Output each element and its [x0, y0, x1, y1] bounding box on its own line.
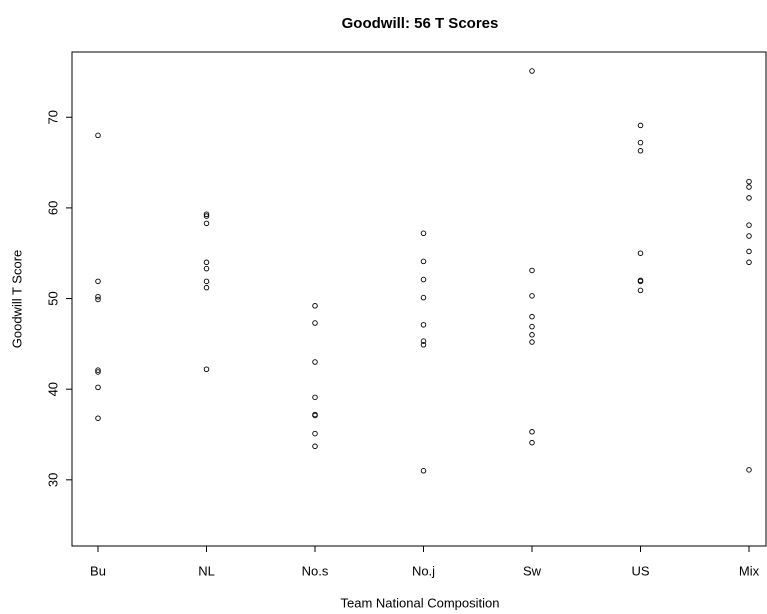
y-tick-label: 30 — [45, 473, 60, 487]
point — [637, 287, 644, 294]
x-tick-label: Bu — [90, 563, 106, 578]
y-axis-label: Goodwill T Score — [9, 250, 24, 349]
point — [312, 303, 318, 309]
point — [637, 122, 644, 129]
y-tick-label: 60 — [45, 201, 60, 215]
y-tick-label: 40 — [45, 382, 60, 396]
point — [95, 132, 101, 139]
point — [746, 195, 752, 201]
point — [637, 250, 644, 256]
point — [203, 278, 210, 285]
point — [746, 233, 752, 239]
point — [420, 230, 427, 237]
point — [95, 367, 101, 373]
point — [420, 258, 427, 265]
point — [312, 443, 318, 450]
point — [95, 293, 101, 300]
point — [529, 332, 535, 338]
point — [420, 276, 427, 283]
point — [203, 211, 210, 217]
point — [746, 467, 752, 473]
point — [746, 259, 752, 266]
x-axis-label: Team National Composition — [341, 595, 500, 610]
point — [95, 384, 101, 391]
point — [529, 439, 535, 446]
point — [95, 415, 101, 421]
point — [637, 278, 644, 285]
point — [420, 322, 427, 328]
x-tick-label: Sw — [523, 563, 542, 578]
point — [529, 429, 535, 435]
y-tick-label: 50 — [45, 291, 60, 305]
point — [637, 148, 644, 154]
point — [312, 359, 318, 365]
x-tick-label: Mix — [739, 563, 760, 578]
point — [746, 184, 752, 190]
point — [529, 323, 535, 330]
point — [637, 139, 644, 146]
point — [203, 265, 210, 272]
point — [529, 293, 535, 299]
point — [312, 394, 318, 401]
point — [420, 294, 427, 301]
point — [529, 68, 535, 74]
point — [95, 369, 101, 375]
plot-frame — [71, 51, 767, 547]
point — [203, 213, 210, 219]
point — [420, 342, 427, 348]
point — [420, 338, 427, 344]
point — [529, 339, 535, 345]
point — [203, 366, 210, 372]
point — [203, 259, 210, 266]
chart-title: Goodwill: 56 T Scores — [342, 15, 499, 32]
point — [95, 296, 101, 303]
point — [312, 320, 318, 326]
point — [420, 468, 427, 474]
point — [312, 412, 318, 419]
x-tick-label: NL — [198, 563, 215, 578]
x-tick-label: US — [631, 563, 649, 578]
point — [529, 267, 535, 274]
point — [203, 220, 210, 227]
point — [529, 313, 535, 320]
point — [746, 178, 752, 185]
point — [203, 284, 210, 291]
point — [746, 222, 752, 228]
point — [95, 278, 101, 285]
x-tick-label: No.j — [412, 563, 435, 578]
x-tick-label: No.s — [302, 563, 329, 578]
point — [312, 430, 318, 437]
y-tick-label: 70 — [45, 110, 60, 124]
point — [746, 248, 752, 255]
